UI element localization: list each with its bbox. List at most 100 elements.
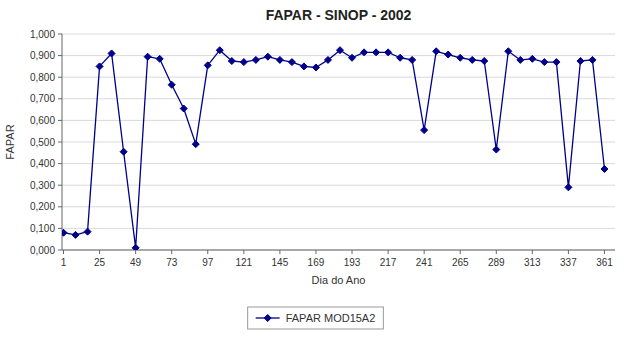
legend-box: [248, 307, 384, 329]
series-marker: [324, 56, 331, 63]
x-tick: [568, 250, 569, 254]
x-tick-label: 145: [272, 257, 289, 268]
x-tick-label: 241: [416, 257, 433, 268]
y-tick-label: 0,200: [30, 201, 55, 212]
y-tick-label: 0,000: [30, 245, 55, 256]
series-marker: [144, 53, 151, 60]
x-tick-label: 25: [94, 257, 106, 268]
grid-line: [62, 120, 615, 121]
series-marker: [288, 59, 295, 66]
x-tick-label: 361: [596, 257, 613, 268]
series-marker: [457, 54, 464, 61]
x-tick: [424, 250, 425, 254]
series-marker: [276, 56, 283, 63]
x-tick: [63, 250, 64, 254]
series-marker: [240, 59, 247, 66]
x-tick-label: 193: [344, 257, 361, 268]
y-tick: [58, 120, 62, 121]
legend-swatch-marker: [264, 315, 271, 322]
series-marker: [108, 50, 115, 57]
x-tick: [135, 250, 136, 254]
x-axis-line: [62, 250, 615, 251]
y-tick-label: 0,900: [30, 50, 55, 61]
x-tick: [460, 250, 461, 254]
series-marker: [409, 56, 416, 63]
x-tick: [604, 250, 605, 254]
series-marker: [132, 244, 139, 250]
x-axis-label: Dia do Ano: [312, 274, 366, 286]
y-tick-label: 0,700: [30, 93, 55, 104]
series-marker: [216, 47, 223, 54]
x-tick-label: 73: [166, 257, 178, 268]
x-tick: [496, 250, 497, 254]
y-tick: [58, 163, 62, 164]
series-marker: [433, 48, 440, 55]
x-tick: [315, 250, 316, 254]
x-tick: [352, 250, 353, 254]
series-marker: [493, 146, 500, 153]
series-marker: [601, 166, 608, 173]
grid-line: [62, 228, 615, 229]
y-tick: [58, 55, 62, 56]
axes: 0,0000,1000,2000,3000,4000,5000,6000,700…: [30, 29, 615, 269]
series-marker: [252, 56, 259, 63]
series-marker: [445, 51, 452, 58]
series-line: [64, 50, 605, 248]
y-axis-label: FAPAR: [4, 124, 16, 159]
y-tick: [58, 206, 62, 207]
series-marker: [264, 53, 271, 60]
y-tick-label: 0,500: [30, 137, 55, 148]
series-marker: [96, 63, 103, 70]
x-tick-label: 313: [524, 257, 541, 268]
x-tick: [207, 250, 208, 254]
series-marker: [84, 228, 91, 235]
grid: [62, 34, 615, 250]
x-tick: [171, 250, 172, 254]
legend: FAPAR MOD15A2: [248, 307, 384, 329]
series-marker: [72, 231, 79, 238]
series-marker: [192, 141, 199, 148]
x-tick: [99, 250, 100, 254]
x-tick: [532, 250, 533, 254]
y-tick-label: 0,600: [30, 115, 55, 126]
y-tick: [58, 142, 62, 143]
y-tick-label: 0,800: [30, 72, 55, 83]
grid-line: [62, 77, 615, 78]
legend-item: FAPAR MOD15A2: [256, 312, 376, 324]
y-tick: [58, 34, 62, 35]
x-tick: [279, 250, 280, 254]
series-marker: [541, 59, 548, 66]
x-tick-label: 97: [202, 257, 214, 268]
series-marker: [361, 49, 368, 56]
y-tick: [58, 250, 62, 251]
series-marker: [529, 55, 536, 62]
grid-line: [62, 34, 615, 35]
x-tick-label: 121: [235, 257, 252, 268]
title: FAPAR - SINOP - 2002: [266, 7, 412, 23]
data: [62, 47, 608, 250]
series-marker: [156, 55, 163, 62]
y-tick: [58, 185, 62, 186]
x-tick-label: 337: [560, 257, 577, 268]
x-tick-label: 1: [61, 257, 67, 268]
series-marker: [228, 58, 235, 65]
series-marker: [517, 56, 524, 63]
series-marker: [337, 47, 344, 54]
x-tick-label: 265: [452, 257, 469, 268]
grid-line: [62, 206, 615, 207]
series-marker: [553, 59, 560, 66]
grid-line: [62, 185, 615, 186]
series-marker: [180, 105, 187, 112]
series-marker: [577, 58, 584, 65]
series-marker: [385, 49, 392, 56]
x-tick: [388, 250, 389, 254]
chart: 0,0000,1000,2000,3000,4000,5000,6000,700…: [0, 0, 631, 345]
series-marker: [469, 56, 476, 63]
grid-line: [62, 250, 615, 251]
series-marker: [421, 127, 428, 134]
series-marker: [481, 58, 488, 65]
series-marker: [300, 63, 307, 70]
y-tick-label: 0,400: [30, 158, 55, 169]
series-marker: [397, 54, 404, 61]
series-marker: [204, 62, 211, 69]
